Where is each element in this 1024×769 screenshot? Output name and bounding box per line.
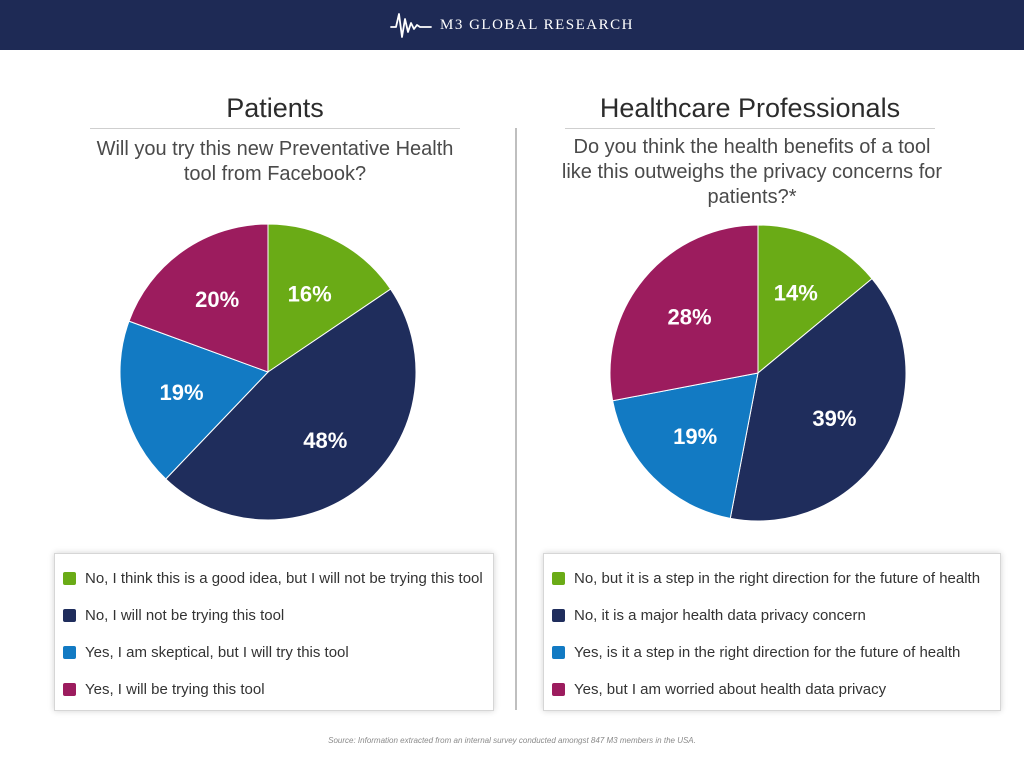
- pie-slice-2: [165, 288, 417, 521]
- legend-item-1: No, I think this is a good idea, but I w…: [63, 560, 485, 597]
- legend-item-1: No, but it is a step in the right direct…: [552, 560, 992, 597]
- legend-swatch: [63, 609, 76, 622]
- source-note: Source: Information extracted from an in…: [328, 736, 696, 745]
- legend-item-4: Yes, I will be trying this tool: [63, 671, 485, 708]
- pie-slice-1: [267, 223, 392, 373]
- slice-label-1: 14%: [774, 281, 818, 306]
- slice-label-1: 16%: [288, 282, 332, 307]
- pie-slice-2: [729, 277, 907, 522]
- pie-slice-4: [128, 223, 269, 373]
- panel-divider: [515, 128, 517, 710]
- legend-label: Yes, but I am worried about health data …: [574, 681, 887, 698]
- slice-label-2: 39%: [812, 406, 856, 431]
- pie-slice-1: [757, 224, 873, 375]
- title-rule-left: [90, 128, 460, 129]
- legend-label: Yes, is it a step in the right direction…: [574, 644, 961, 661]
- pie-chart-hcp: 14% 39% 19% 28%: [609, 224, 907, 522]
- question-patients: Will you try this new Preventative Healt…: [96, 138, 454, 185]
- legend-swatch: [552, 609, 565, 622]
- brand-name: M3 GLOBAL RESEARCH: [440, 16, 634, 33]
- legend-label: No, I will not be trying this tool: [85, 607, 285, 624]
- chart-title-patients: Patients: [226, 93, 324, 123]
- legend-label: No, but it is a step in the right direct…: [574, 570, 981, 587]
- slice-label-3: 19%: [159, 380, 203, 405]
- legend-swatch: [63, 683, 76, 696]
- question-hcp: Do you think the health benefits of a to…: [561, 136, 943, 208]
- legend-swatch: [552, 683, 565, 696]
- legend-item-2: No, it is a major health data privacy co…: [552, 597, 992, 634]
- slice-label-3: 19%: [673, 424, 717, 449]
- slice-label-2: 48%: [303, 428, 347, 453]
- pie-slice-3: [119, 320, 269, 480]
- waveform-icon: [390, 13, 432, 38]
- slice-label-4: 20%: [195, 287, 239, 312]
- chart-title-hcp: Healthcare Professionals: [599, 93, 901, 123]
- legend-hcp: No, but it is a step in the right direct…: [543, 553, 1001, 711]
- legend-label: Yes, I am skeptical, but I will try this…: [85, 644, 349, 661]
- pie-chart-patients: 16% 48% 19% 20%: [119, 223, 417, 521]
- title-rule-right: [565, 128, 935, 129]
- legend-label: No, it is a major health data privacy co…: [574, 607, 866, 624]
- legend-item-3: Yes, I am skeptical, but I will try this…: [63, 634, 485, 671]
- legend-swatch: [63, 646, 76, 659]
- header-banner: M3 GLOBAL RESEARCH: [0, 0, 1024, 50]
- legend-swatch: [552, 572, 565, 585]
- legend-item-4: Yes, but I am worried about health data …: [552, 671, 992, 708]
- slice-label-4: 28%: [668, 304, 712, 329]
- legend-item-3: Yes, is it a step in the right direction…: [552, 634, 992, 671]
- legend-swatch: [63, 572, 76, 585]
- pie-slice-4: [609, 224, 759, 402]
- pie-slice-3: [612, 372, 759, 519]
- legend-patients: No, I think this is a good idea, but I w…: [54, 553, 494, 711]
- legend-label: No, I think this is a good idea, but I w…: [85, 570, 483, 587]
- legend-label: Yes, I will be trying this tool: [85, 681, 265, 698]
- legend-item-2: No, I will not be trying this tool: [63, 597, 485, 634]
- legend-swatch: [552, 646, 565, 659]
